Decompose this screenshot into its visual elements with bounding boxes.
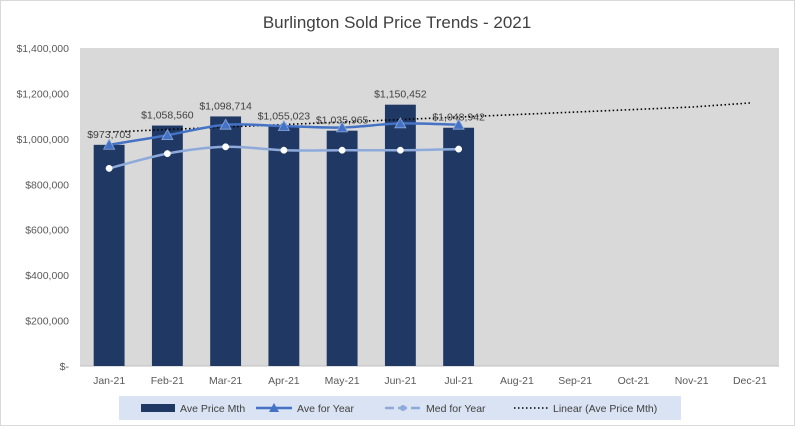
x-tick-label: Dec-21 bbox=[733, 375, 767, 387]
x-tick-label: Nov-21 bbox=[675, 375, 709, 387]
bar-data-label: $1,055,023 bbox=[258, 110, 311, 122]
med-point bbox=[455, 145, 463, 153]
y-tick-label: $800,000 bbox=[25, 179, 69, 191]
bar bbox=[384, 104, 416, 366]
bar bbox=[210, 116, 242, 366]
y-tick-label: $400,000 bbox=[25, 270, 69, 282]
bar bbox=[93, 144, 125, 366]
bar bbox=[268, 126, 300, 366]
med-point bbox=[163, 150, 171, 158]
ave-point bbox=[161, 128, 174, 141]
bar-data-label: $973,703 bbox=[87, 129, 131, 141]
legend-label-linear: Linear (Ave Price Mth) bbox=[553, 403, 657, 415]
bar-data-label: $1,048,942 bbox=[432, 112, 485, 124]
x-axis: Jan-21 Feb-21 Mar-21 Apr-21 May-21 Jun-21 Jul-… bbox=[80, 365, 779, 387]
x-tick-label: Jan-21 bbox=[93, 375, 125, 387]
x-tick-label: Mar-21 bbox=[209, 375, 242, 387]
line-series bbox=[102, 117, 465, 172]
med-point bbox=[338, 146, 346, 154]
ave-point bbox=[394, 117, 407, 129]
y-tick-label: $- bbox=[60, 361, 70, 373]
bar-data-label: $1,098,714 bbox=[199, 100, 252, 112]
bar bbox=[326, 130, 358, 366]
trendline-series bbox=[109, 102, 750, 133]
bar bbox=[443, 127, 475, 366]
legend-label-ave-for-year: Ave for Year bbox=[297, 403, 355, 415]
bar-series bbox=[93, 104, 475, 366]
x-tick-label: Jul-21 bbox=[444, 375, 473, 387]
data-labels: $973,703 $1,058,560 $1,098,714 $1,055,023 $1… bbox=[87, 89, 485, 141]
ave-point bbox=[219, 118, 232, 130]
med-point bbox=[280, 146, 288, 154]
x-tick-label: Oct-21 bbox=[618, 375, 650, 387]
y-tick-label: $1,000,000 bbox=[16, 134, 69, 146]
med-point bbox=[105, 164, 113, 172]
x-tick-label: Feb-21 bbox=[151, 375, 184, 387]
x-tick-label: Sep-21 bbox=[558, 375, 592, 387]
legend-marker-ave-for-year bbox=[269, 403, 279, 412]
bar-data-label: $1,150,452 bbox=[374, 89, 427, 101]
y-tick-label: $200,000 bbox=[25, 316, 69, 328]
x-tick-label: Aug-21 bbox=[500, 375, 534, 387]
x-tick-label: May-21 bbox=[325, 375, 360, 387]
bar bbox=[151, 125, 183, 366]
chart-title: Burlington Sold Price Trends - 2021 bbox=[263, 13, 531, 32]
x-tick-label: Apr-21 bbox=[268, 375, 300, 387]
legend-label-med-for-year: Med for Year bbox=[426, 403, 486, 415]
bar-data-label: $1,035,965 bbox=[316, 115, 369, 127]
y-axis: $- $200,000 $400,000 $600,000 $800,000 $1,000… bbox=[16, 43, 69, 373]
ave-point bbox=[452, 118, 465, 130]
y-tick-label: $1,400,000 bbox=[16, 43, 69, 55]
ave-point bbox=[102, 138, 116, 150]
med-point bbox=[396, 146, 404, 154]
legend-swatch-ave-price-mth bbox=[141, 404, 175, 412]
legend: Ave Price Mth Ave for Year Med for Year Lin… bbox=[119, 396, 681, 420]
legend-label-ave-price-mth: Ave Price Mth bbox=[180, 403, 245, 415]
y-tick-label: $1,200,000 bbox=[16, 88, 69, 100]
med-point bbox=[222, 143, 230, 151]
legend-marker-med-for-year bbox=[400, 405, 406, 411]
bar-data-label: $1,058,560 bbox=[141, 110, 194, 122]
plot-area bbox=[80, 48, 779, 366]
y-tick-label: $600,000 bbox=[25, 225, 69, 237]
x-tick-label: Jun-21 bbox=[384, 375, 416, 387]
trendline bbox=[109, 102, 750, 133]
ave-point bbox=[277, 119, 291, 131]
ave-point bbox=[335, 121, 349, 133]
